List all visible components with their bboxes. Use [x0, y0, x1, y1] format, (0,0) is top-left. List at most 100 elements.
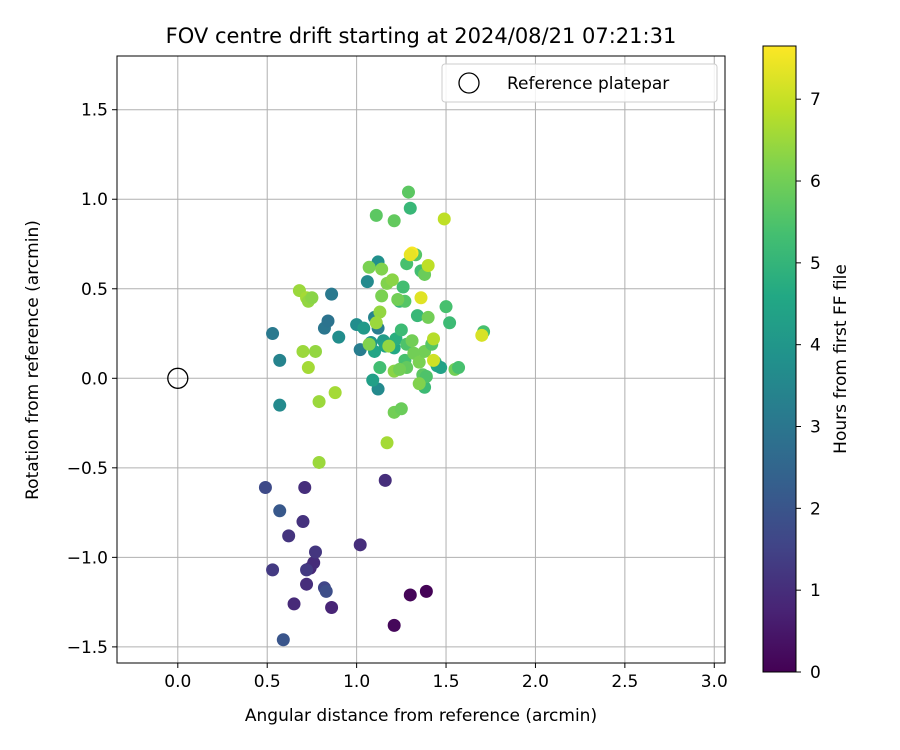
data-point	[360, 275, 374, 289]
data-point	[357, 321, 371, 335]
data-point	[427, 353, 441, 367]
data-point	[362, 260, 376, 274]
x-tick-label: 2.0	[522, 672, 549, 692]
x-axis-ticks: 0.0 0.5 1.0 1.5 2.0 2.5 3.0	[164, 663, 728, 692]
colorbar-gradient	[762, 45, 797, 673]
data-point	[405, 334, 419, 348]
colorbar-ticks: 0 1 2 3 4 5 6 7	[796, 90, 821, 683]
legend: Reference platepar	[441, 63, 718, 103]
data-point	[300, 563, 314, 577]
colorbar-label: Hours from first FF file	[831, 264, 851, 454]
data-point	[419, 584, 433, 598]
data-point	[382, 339, 396, 353]
data-point	[410, 309, 424, 323]
legend-entry: Reference platepar	[507, 74, 669, 94]
data-point	[282, 529, 296, 543]
data-point	[421, 310, 435, 324]
data-point	[325, 287, 339, 301]
data-point	[298, 481, 312, 495]
data-point	[373, 361, 387, 375]
chart-title: FOV centre drift starting at 2024/08/21 …	[166, 24, 677, 48]
data-point	[273, 353, 287, 367]
data-point	[312, 455, 326, 469]
data-point	[387, 618, 401, 632]
data-point	[391, 293, 405, 307]
data-point	[387, 214, 401, 228]
data-point	[378, 473, 392, 487]
data-point	[373, 305, 387, 319]
x-tick-label: 2.5	[611, 672, 638, 692]
data-point	[273, 398, 287, 412]
x-tick-label: 0.0	[164, 672, 191, 692]
data-point	[296, 344, 310, 358]
data-point	[305, 291, 319, 305]
data-point	[394, 402, 408, 416]
data-point	[403, 201, 417, 215]
data-point	[328, 386, 342, 400]
data-point	[319, 584, 333, 598]
data-point	[475, 328, 489, 342]
colorbar-tick-label: 2	[810, 499, 821, 519]
y-axis-label: Rotation from reference (arcmin)	[23, 220, 43, 500]
data-point	[353, 538, 367, 552]
data-point	[403, 248, 417, 262]
data-point	[321, 314, 335, 328]
data-point	[412, 377, 426, 391]
data-point	[332, 330, 346, 344]
y-tick-label: 0.5	[81, 280, 108, 300]
data-point	[401, 185, 415, 199]
data-point	[412, 355, 426, 369]
x-tick-label: 0.5	[254, 672, 281, 692]
y-tick-label: 1.5	[81, 101, 108, 121]
x-tick-label: 3.0	[701, 672, 728, 692]
colorbar: 0 1 2 3 4 5 6 7 Hours from first FF file	[762, 45, 851, 683]
colorbar-tick-label: 1	[810, 581, 821, 601]
data-points	[258, 185, 491, 647]
data-point	[375, 289, 389, 303]
data-point	[300, 577, 314, 591]
data-point	[375, 262, 389, 276]
colorbar-tick-label: 7	[810, 90, 821, 110]
data-point	[276, 633, 290, 647]
data-point	[385, 273, 399, 287]
colorbar-tick-label: 5	[810, 254, 821, 274]
colorbar-tick-label: 4	[810, 336, 821, 356]
data-point	[296, 515, 310, 529]
data-point	[273, 504, 287, 518]
data-point	[369, 316, 383, 330]
data-point	[394, 323, 408, 337]
data-point	[421, 258, 435, 272]
plot-frame	[116, 55, 726, 664]
data-point	[369, 208, 383, 222]
data-point	[414, 291, 428, 305]
y-tick-label: −1.0	[67, 548, 108, 568]
legend-marker	[458, 72, 480, 94]
x-tick-label: 1.0	[343, 672, 370, 692]
data-point	[266, 563, 280, 577]
data-point	[443, 316, 457, 330]
reference-marker	[167, 367, 189, 389]
data-point	[287, 597, 301, 611]
data-point	[380, 436, 394, 450]
data-point	[362, 337, 376, 351]
data-point	[308, 344, 322, 358]
y-tick-label: −1.5	[67, 638, 108, 658]
data-point	[325, 600, 339, 614]
grid	[117, 56, 725, 663]
data-point	[452, 361, 466, 375]
x-axis-label: Angular distance from reference (arcmin)	[245, 706, 597, 726]
colorbar-tick-label: 6	[810, 172, 821, 192]
data-point	[366, 373, 380, 387]
data-point	[393, 362, 407, 376]
data-point	[437, 212, 451, 226]
legend-box	[441, 63, 718, 103]
y-tick-label: −0.5	[67, 459, 108, 479]
data-point	[301, 361, 315, 375]
data-point	[396, 280, 410, 294]
x-tick-label: 1.5	[433, 672, 460, 692]
y-axis-ticks: −1.5 −1.0 −0.5 0.0 0.5 1.0 1.5	[67, 101, 117, 658]
y-tick-label: 0.0	[81, 369, 108, 389]
colorbar-tick-label: 3	[810, 418, 821, 438]
y-tick-label: 1.0	[81, 190, 108, 210]
